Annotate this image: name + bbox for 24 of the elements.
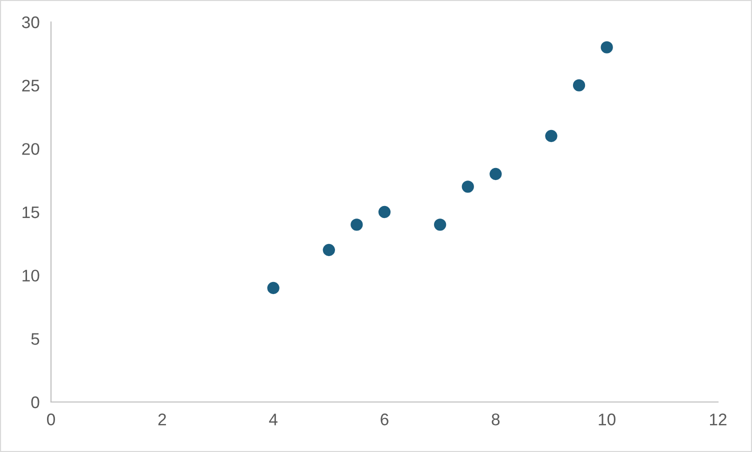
point: [600, 41, 613, 54]
y-tick-label: 15: [22, 206, 40, 218]
point: [545, 130, 558, 142]
y-tick-label: 25: [22, 80, 40, 92]
point: [267, 282, 280, 294]
point: [462, 180, 474, 193]
x-tick-label: 6: [380, 414, 388, 426]
point: [378, 206, 391, 218]
x-tick-label: 8: [492, 414, 500, 426]
x-tick-label: 2: [158, 414, 166, 426]
point: [350, 218, 363, 231]
x-tick-label: 12: [710, 414, 726, 426]
y-tick-label: 0: [31, 396, 40, 408]
y-tick-label: 5: [31, 333, 40, 345]
point: [434, 218, 446, 231]
point: [572, 79, 586, 92]
point: [322, 244, 335, 256]
x-tick-label: 10: [598, 414, 616, 426]
y-tick-label: 30: [22, 16, 40, 28]
point: [490, 168, 502, 180]
y-tick-label: 20: [22, 143, 40, 155]
y-tick-label: 10: [22, 270, 40, 282]
x-tick-label: 0: [47, 414, 55, 426]
x-tick-label: 4: [269, 414, 278, 426]
